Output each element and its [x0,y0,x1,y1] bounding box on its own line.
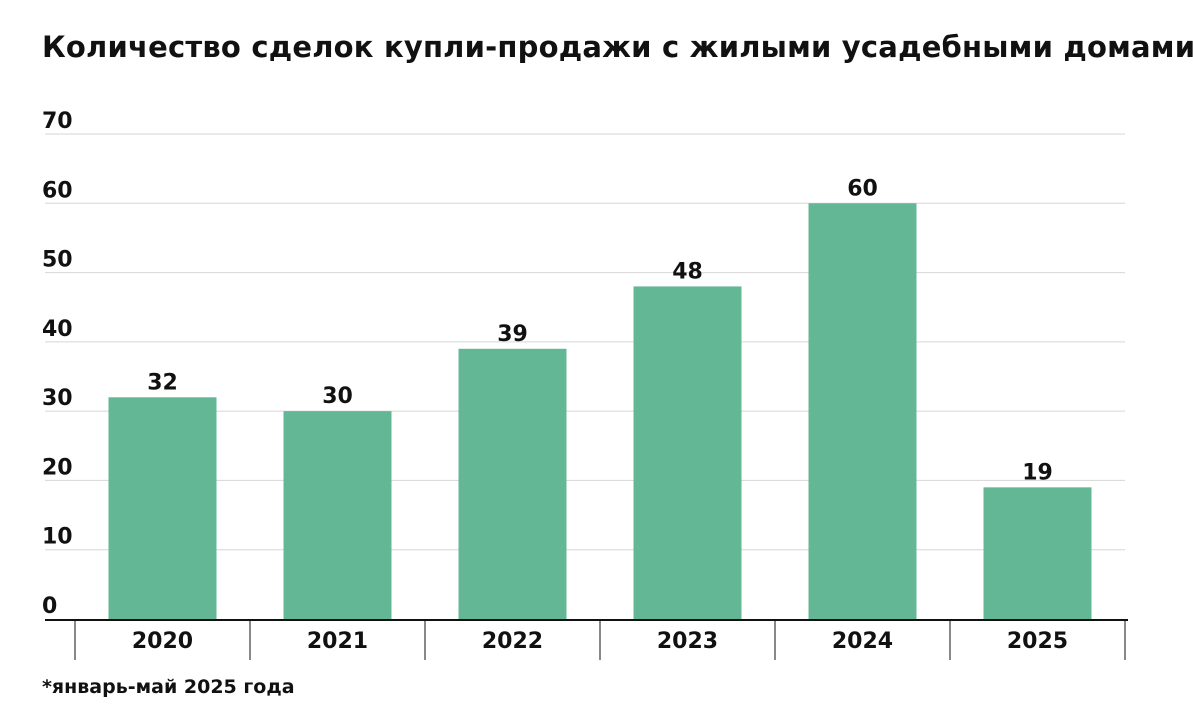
chart-title: Количество сделок купли-продажи с жилыми… [42,30,1193,64]
grid-lines [45,133,1125,551]
y-axis-ticks: 0 10 20 30 40 50 60 70 [42,109,73,619]
data-label: 60 [847,176,878,201]
bar-2023 [633,286,742,619]
data-label: 48 [672,259,703,284]
bar-2022 [458,348,567,619]
bar-2025 [983,487,1092,619]
y-tick-label: 60 [42,178,73,203]
data-labels: 32 30 39 48 60 19 [147,176,1053,485]
x-tick-label: 2020 [132,629,193,654]
x-tick-label: 2022 [482,629,543,654]
footnote: *январь-май 2025 года [42,676,295,698]
y-tick-label: 40 [42,317,73,342]
bar-2024 [808,203,917,620]
y-tick-label: 70 [42,109,73,134]
x-tick-label: 2025 [1007,629,1068,654]
x-axis: 2020 2021 2022 2023 2024 2025 [45,619,1128,660]
bars [108,203,1092,620]
bar-2021 [283,411,392,619]
y-tick-label: 10 [42,525,73,550]
y-tick-label: 20 [42,455,73,480]
data-label: 30 [322,384,353,409]
x-tick-label: 2023 [657,629,718,654]
y-tick-label: 30 [42,386,73,411]
data-label: 32 [147,370,178,395]
bar-2020 [108,397,217,619]
x-tick-label: 2024 [832,629,893,654]
data-label: 19 [1022,460,1053,485]
data-label: 39 [497,322,528,347]
y-tick-label: 0 [42,594,57,619]
y-tick-label: 50 [42,248,73,273]
x-tick-label: 2021 [307,629,368,654]
